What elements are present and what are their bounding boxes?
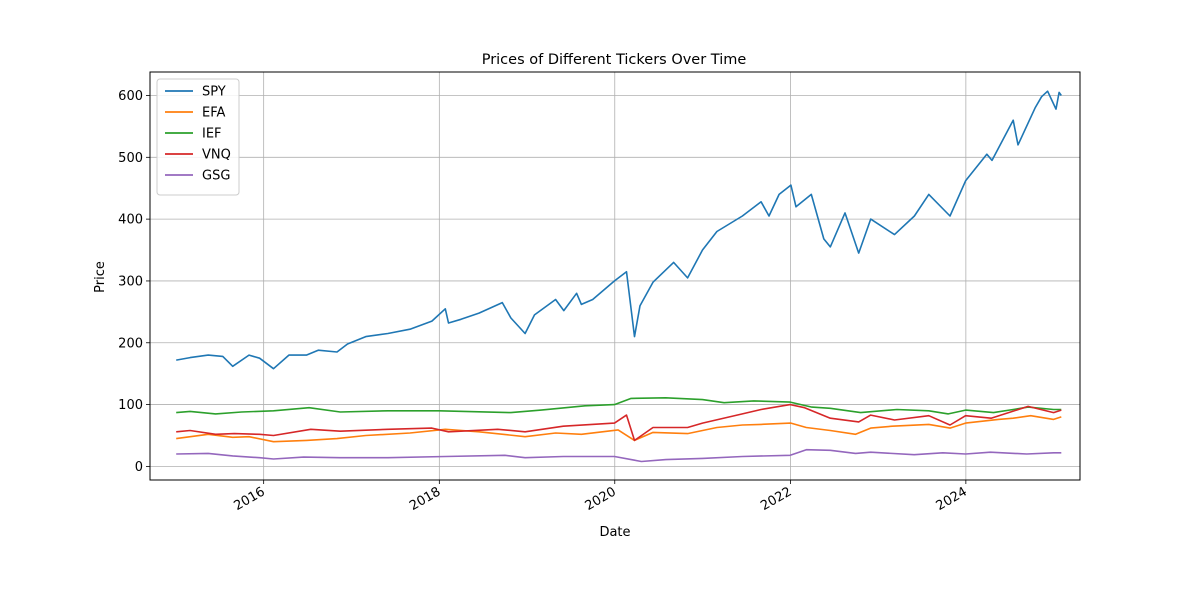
x-tick-label: 2022	[758, 484, 794, 514]
series-line-efa	[176, 414, 1062, 443]
x-tick-label: 2020	[583, 484, 619, 514]
legend-label-spy: SPY	[202, 85, 226, 100]
y-tick-label: 0	[135, 460, 143, 475]
legend-label-vnq: VNQ	[202, 148, 231, 163]
y-tick-label: 200	[118, 336, 143, 351]
grid	[150, 72, 1080, 480]
chart-title: Prices of Different Tickers Over Time	[482, 52, 747, 68]
y-tick-label: 400	[118, 213, 143, 228]
series-line-ief	[176, 396, 1062, 415]
y-axis-label: Price	[93, 261, 108, 293]
y-tick-label: 500	[118, 151, 143, 166]
x-tick-label: 2024	[934, 484, 970, 514]
legend-box	[156, 78, 240, 196]
axes: 0 100 200 300 400 500 600 2016 2018 2020 2022 2024	[118, 89, 970, 514]
series-line-gsg	[176, 448, 1062, 463]
legend-label-ief: IEF	[202, 127, 222, 142]
legend-label-gsg: GSG	[202, 169, 230, 184]
series-lines	[176, 90, 1062, 463]
y-tick-label: 600	[118, 89, 143, 104]
x-tick-label: 2016	[232, 484, 268, 514]
x-axis-label: Date	[599, 525, 630, 540]
x-tick-label: 2018	[407, 484, 443, 514]
legend-label-efa: EFA	[202, 106, 225, 121]
legend: SPY EFA IEF VNQ GSG	[156, 78, 240, 196]
y-tick-label: 300	[118, 274, 143, 289]
series-line-vnq	[176, 403, 1062, 442]
series-line-spy	[176, 90, 1062, 370]
y-tick-label: 100	[118, 398, 143, 413]
